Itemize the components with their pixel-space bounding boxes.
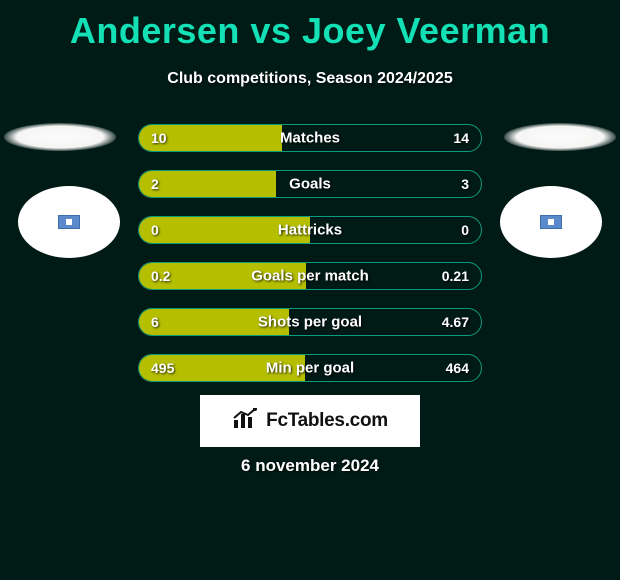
stat-row: 10 Matches 14 [138,124,482,152]
player-left-club-badge-icon [58,215,80,229]
stat-value-left: 10 [151,130,167,146]
stat-value-left: 0 [151,222,159,238]
stat-label: Matches [280,130,340,147]
stat-bars: 10 Matches 14 2 Goals 3 0 Hattricks 0 0.2 Goals pe… [138,124,482,400]
brand-text: FcTables.com [266,410,388,432]
stat-value-right: 0.21 [442,268,469,284]
brand-bars-icon [232,408,260,435]
stat-row: 0 Hattricks 0 [138,216,482,244]
stat-value-left: 2 [151,176,159,192]
stat-label: Shots per goal [258,314,362,331]
stat-row: 6 Shots per goal 4.67 [138,308,482,336]
stat-value-left: 495 [151,360,174,376]
player-left-badge-circle [18,186,120,258]
player-right-club-badge-icon [540,215,562,229]
stat-label: Goals [289,176,331,193]
date-text: 6 november 2024 [0,456,620,476]
subtitle: Club competitions, Season 2024/2025 [0,70,620,88]
stat-row: 495 Min per goal 464 [138,354,482,382]
stat-value-left: 6 [151,314,159,330]
stat-label: Goals per match [251,268,369,285]
brand-box: FcTables.com [200,395,420,447]
stat-value-right: 14 [453,130,469,146]
stat-label: Hattricks [278,222,342,239]
player-right-badge-circle [500,186,602,258]
stat-label: Min per goal [266,360,354,377]
stat-value-left: 0.2 [151,268,170,284]
stat-value-right: 3 [461,176,469,192]
stat-value-right: 464 [446,360,469,376]
stat-row: 0.2 Goals per match 0.21 [138,262,482,290]
stat-fill [139,171,276,197]
page-title: Andersen vs Joey Veerman [0,0,620,52]
player-right-ellipse [504,123,616,151]
stat-value-right: 4.67 [442,314,469,330]
stat-row: 2 Goals 3 [138,170,482,198]
player-left-ellipse [4,123,116,151]
stat-value-right: 0 [461,222,469,238]
